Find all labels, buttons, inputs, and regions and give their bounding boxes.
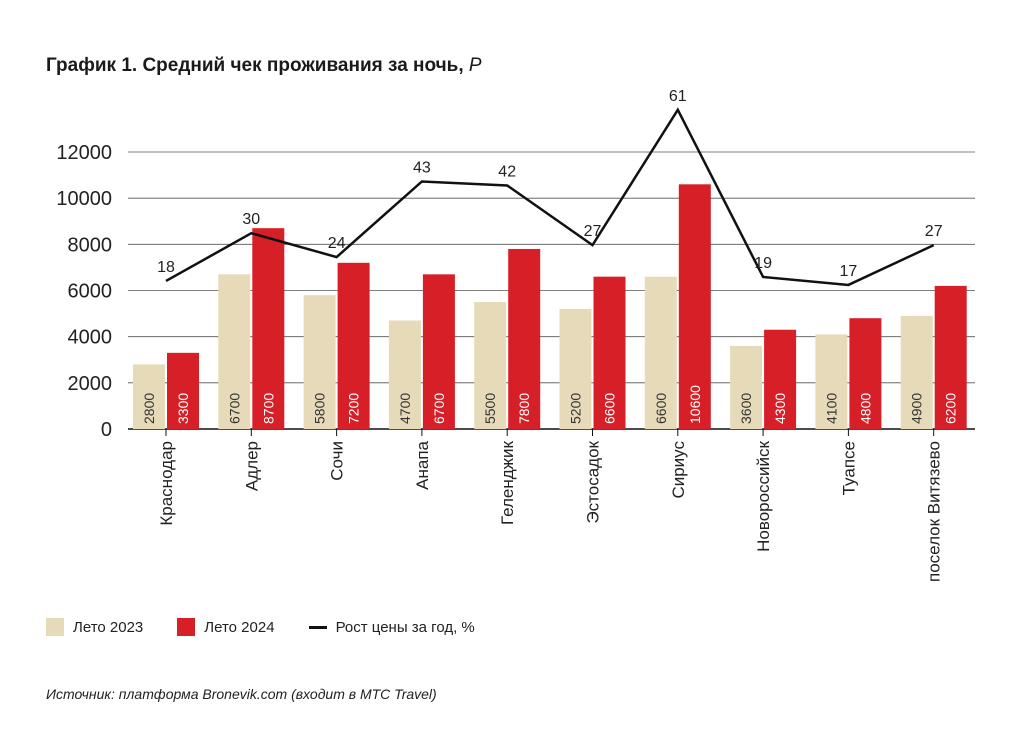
bar-value-label: 4800 [857, 393, 873, 424]
bar-value-label: 6600 [653, 393, 669, 424]
legend-item-2023: Лето 2023 [46, 618, 143, 636]
bar-2023 [388, 320, 421, 429]
x-category-label: Сочи [328, 441, 347, 481]
y-tick-label: 2000 [68, 373, 113, 395]
title-unit: Р [468, 55, 482, 76]
bar-value-label: 5200 [568, 393, 584, 424]
growth-value-label: 19 [754, 255, 772, 272]
title-text: График 1. Средний чек проживания за ночь… [46, 55, 464, 76]
chart-title: График 1. Средний чек проживания за ночь… [46, 55, 482, 77]
growth-value-label: 27 [925, 223, 943, 240]
bar-2024 [934, 285, 967, 429]
bar-2023 [218, 274, 251, 429]
bar-value-label: 5800 [312, 393, 328, 424]
x-category-label: Анапа [413, 440, 432, 489]
bar-2024 [678, 184, 711, 429]
bar-value-label: 6700 [226, 393, 242, 424]
growth-value-label: 17 [840, 263, 858, 280]
bar-2023 [644, 276, 677, 429]
x-category-label: Туапсе [839, 441, 858, 495]
bar-value-label: 8700 [260, 393, 276, 424]
legend-line-growth [308, 625, 327, 629]
source-note: Источник: платформа Bronevik.com (входит… [46, 686, 437, 702]
bar-2024 [593, 276, 626, 429]
y-tick-label: 10000 [56, 188, 112, 210]
bar-value-label: 4100 [823, 393, 839, 424]
bar-2024 [167, 352, 199, 429]
bar-2023 [900, 315, 933, 429]
bar-2023 [303, 295, 336, 429]
x-category-label: Краснодар [157, 441, 176, 526]
bar-2024 [508, 248, 541, 429]
growth-value-label: 30 [242, 211, 260, 228]
x-category-label: Сириус [669, 441, 688, 499]
y-tick-label: 6000 [68, 281, 113, 303]
x-category-label: Эстосадок [584, 440, 603, 523]
legend: Лето 2023 Лето 2024 Рост цены за год, % [46, 618, 509, 636]
growth-value-label: 61 [669, 88, 687, 105]
bar-value-label: 6200 [943, 393, 959, 424]
bar-2023 [815, 334, 848, 429]
bar-2024 [849, 318, 882, 429]
growth-value-label: 42 [498, 163, 516, 180]
legend-swatch-2024 [177, 618, 196, 636]
y-tick-label: 8000 [68, 234, 113, 256]
bar-2024 [252, 228, 285, 429]
x-category-label: Новороссийск [754, 440, 773, 551]
bar-value-label: 4300 [772, 393, 788, 424]
growth-value-label: 43 [413, 159, 431, 176]
legend-label-growth: Рост цены за год, % [335, 618, 475, 636]
bar-value-label: 3300 [175, 393, 191, 424]
growth-line [165, 107, 935, 287]
y-tick-label: 4000 [68, 327, 113, 349]
x-category-label: Адлер [242, 441, 261, 491]
bar-value-label: 3600 [738, 393, 754, 424]
bar-2024 [422, 274, 455, 429]
bar-value-label: 7200 [346, 393, 362, 424]
legend-item-2024: Лето 2024 [177, 618, 275, 636]
legend-label-2024: Лето 2024 [204, 618, 275, 636]
growth-value-label: 24 [328, 235, 346, 252]
bar-value-label: 4700 [397, 393, 413, 424]
bar-value-label: 4900 [909, 393, 925, 424]
bar-2023 [133, 364, 165, 429]
bar-value-label: 6600 [602, 393, 618, 424]
bar-2023 [474, 302, 507, 429]
bar-2023 [730, 345, 763, 429]
legend-swatch-2023 [46, 618, 64, 636]
bar-value-label: 2800 [141, 393, 157, 424]
bar-value-label: 7800 [516, 393, 532, 424]
bar-2024 [337, 262, 370, 429]
y-tick-label: 0 [101, 419, 112, 441]
y-tick-label: 12000 [56, 142, 112, 164]
legend-label-2023: Лето 2023 [73, 618, 144, 636]
legend-item-growth: Рост цены за год, % [308, 618, 475, 636]
growth-value-label: 27 [584, 223, 602, 240]
bar-value-label: 10600 [687, 385, 703, 424]
bar-2024 [764, 329, 797, 429]
bar-value-label: 6700 [431, 393, 447, 424]
x-category-label: поселок Витязево [925, 441, 944, 582]
bar-value-label: 5500 [482, 393, 498, 424]
growth-value-label: 18 [157, 259, 175, 276]
x-category-label: Геленджик [498, 440, 517, 525]
bar-2023 [559, 308, 592, 429]
